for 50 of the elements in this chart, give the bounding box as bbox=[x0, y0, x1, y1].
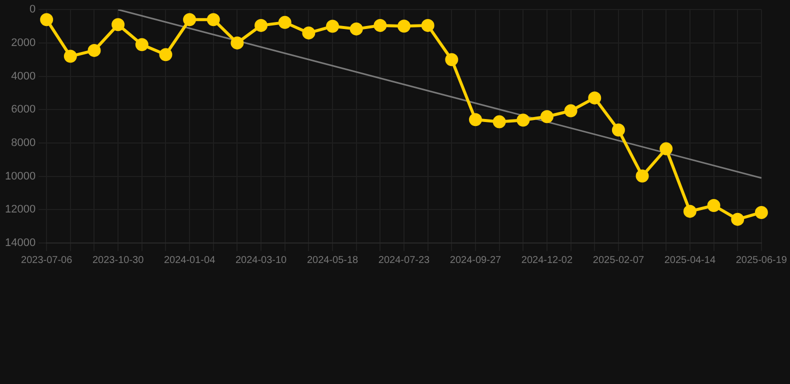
point bbox=[398, 20, 411, 33]
point bbox=[754, 206, 768, 219]
point bbox=[588, 91, 602, 104]
x-tick-label: 2025-04-14 bbox=[664, 254, 716, 266]
point bbox=[683, 204, 696, 218]
x-tick-label: 2024-09-27 bbox=[450, 254, 502, 266]
point bbox=[254, 18, 268, 32]
y-tick-label: 2000 bbox=[11, 36, 36, 49]
point bbox=[564, 104, 578, 118]
point bbox=[445, 53, 458, 66]
point bbox=[64, 50, 77, 63]
point bbox=[468, 113, 482, 126]
point bbox=[88, 44, 101, 57]
point bbox=[40, 13, 54, 26]
point bbox=[135, 38, 148, 52]
point bbox=[492, 115, 506, 128]
x-tick-label: 2024-07-23 bbox=[378, 254, 430, 266]
x-tick-label: 2025-06-19 bbox=[736, 254, 788, 266]
x-tick-label: 2024-03-10 bbox=[235, 254, 288, 266]
point bbox=[374, 18, 387, 32]
x-tick-label: 2023-07-06 bbox=[21, 254, 73, 266]
x-tick-label: 2025-02-07 bbox=[592, 254, 644, 266]
point bbox=[350, 22, 363, 36]
point bbox=[230, 36, 244, 50]
y-tick-label: 12000 bbox=[4, 204, 36, 216]
x-tick-label: 2024-12-02 bbox=[521, 254, 573, 266]
point bbox=[731, 212, 744, 226]
x-tick-label: 2024-01-04 bbox=[164, 254, 216, 266]
x-tick-label: 2023-10-30 bbox=[92, 254, 144, 266]
y-tick-label: 6000 bbox=[11, 104, 36, 116]
y-tick-label: 4000 bbox=[11, 70, 36, 82]
point bbox=[183, 13, 196, 26]
x-tick-label: 2024-05-18 bbox=[306, 254, 359, 266]
point bbox=[612, 123, 625, 136]
point bbox=[326, 20, 340, 33]
point bbox=[540, 110, 554, 124]
y-tick-label: 14000 bbox=[4, 237, 36, 250]
point bbox=[206, 13, 220, 26]
y-tick-label: 10000 bbox=[4, 170, 36, 182]
point bbox=[159, 48, 172, 62]
point bbox=[302, 26, 316, 40]
point bbox=[636, 169, 649, 182]
point bbox=[660, 142, 673, 156]
point bbox=[421, 18, 434, 32]
y-tick-label: 8000 bbox=[11, 137, 36, 150]
point bbox=[278, 16, 292, 29]
point bbox=[112, 18, 125, 32]
y-tick-label: 0 bbox=[29, 4, 36, 16]
point bbox=[707, 198, 720, 212]
point bbox=[516, 114, 530, 127]
